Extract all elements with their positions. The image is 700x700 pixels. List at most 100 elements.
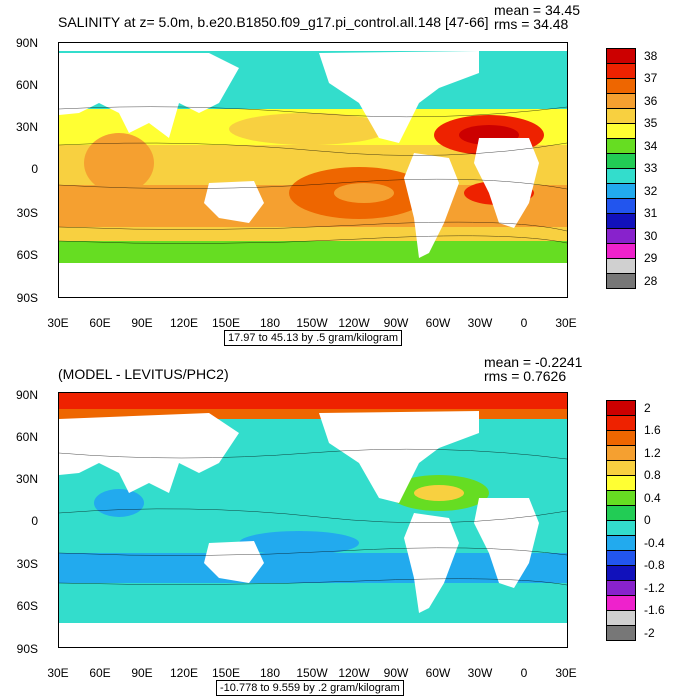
colorbar-swatch: [606, 580, 636, 596]
colorbar-swatch: [606, 213, 636, 229]
colorbar-label: -1.6: [644, 603, 665, 617]
panel2-lon-180: 180: [259, 666, 281, 680]
panel1-colorbar: 38 37 36 35 34 33 32 31 30 29 28: [606, 48, 686, 289]
colorbar-swatch: [606, 168, 636, 184]
colorbar-swatch: [606, 430, 636, 446]
colorbar-swatch: [606, 138, 636, 154]
panel1-lon-180: 180: [259, 316, 281, 330]
panel1-lat-60n: 60N: [15, 78, 38, 92]
colorbar-label: -0.4: [644, 535, 665, 550]
panel1-lon-60w: 60W: [425, 316, 451, 330]
panel2-lon-0: 0: [520, 666, 528, 680]
panel1-lat-90s: 90S: [16, 291, 38, 305]
colorbar-label: 29: [644, 251, 658, 265]
colorbar-swatch: [606, 258, 636, 274]
colorbar-label: 2: [644, 400, 651, 415]
panel2-title: (MODEL - LEVITUS/PHC2): [58, 366, 229, 382]
colorbar-swatch: [606, 505, 636, 521]
panel2-lon-60w: 60W: [425, 666, 451, 680]
colorbar-label: 0.8: [644, 468, 661, 482]
panel2-lat-90s: 90S: [16, 642, 38, 656]
colorbar-label: -1.2: [644, 580, 665, 595]
colorbar-label: 1.6: [644, 423, 661, 437]
panel1-lon-90e: 90E: [131, 316, 153, 330]
panel2-lon-90e: 90E: [131, 666, 153, 680]
colorbar-swatch: [606, 490, 636, 506]
panel1-lat-90n: 90N: [15, 36, 38, 50]
colorbar-swatch: [606, 273, 636, 289]
panel2-lat-30s: 30S: [16, 557, 38, 571]
colorbar-swatch: [606, 108, 636, 124]
panel1-lon-90w: 90W: [383, 316, 409, 330]
colorbar-swatch: [606, 93, 636, 109]
colorbar-label: 31: [644, 206, 658, 220]
panel1-lon-120w: 120W: [338, 316, 370, 330]
panel2-lat-30n: 30N: [15, 472, 38, 486]
panel2-lon-30e-end: 30E: [555, 666, 577, 680]
colorbar-swatch: [606, 625, 636, 641]
colorbar-label: 35: [644, 116, 658, 130]
panel1-lat-0: 0: [31, 162, 38, 176]
panel2-range-note: -10.778 to 9.559 by .2 gram/kilogram: [216, 680, 404, 696]
colorbar-swatch: [606, 535, 636, 551]
salinity-difference-map-canvas: [59, 393, 567, 647]
panel1-lat-30s: 30S: [16, 206, 38, 220]
landmass-australia-2: [204, 541, 264, 583]
panel2-lat-0: 0: [31, 514, 38, 528]
panel2-lon-150w: 150W: [296, 666, 328, 680]
panel1-lon-150e: 150E: [211, 316, 241, 330]
colorbar-label: 0: [644, 513, 651, 527]
colorbar-swatch: [606, 550, 636, 566]
colorbar-label: 0.4: [644, 490, 661, 505]
landmass-north-america-2: [319, 411, 479, 503]
panel1-lon-30e-end: 30E: [555, 316, 577, 330]
landmass-south-america-2: [404, 513, 459, 613]
landmass-eurasia: [59, 53, 239, 138]
panel1-lon-0: 0: [520, 316, 528, 330]
landmass-australia: [204, 181, 264, 223]
panel1-lon-120e: 120E: [169, 316, 199, 330]
colorbar-label: 33: [644, 161, 658, 175]
panel2-mean: mean = -0.2241: [484, 354, 583, 370]
salinity-map-canvas: [59, 43, 567, 297]
colorbar-swatch: [606, 445, 636, 461]
panel1-lon-60e: 60E: [89, 316, 111, 330]
panel2-lon-60e: 60E: [89, 666, 111, 680]
colorbar-label: 30: [644, 228, 658, 243]
colorbar-label: 28: [644, 273, 658, 288]
panel2-lon-120e: 120E: [169, 666, 199, 680]
panel1-range-note: 17.97 to 45.13 by .5 gram/kilogram: [224, 330, 402, 346]
panel1-lon-150w: 150W: [296, 316, 328, 330]
panel2-lat-90n: 90N: [15, 388, 38, 402]
panel1-lat-30n: 30N: [15, 120, 38, 134]
colorbar-label: -2: [644, 625, 655, 640]
colorbar-label: 1.2: [644, 445, 661, 460]
colorbar-swatch: [606, 595, 636, 611]
colorbar-label: 38: [644, 48, 658, 63]
colorbar-swatch: [606, 565, 636, 581]
colorbar-swatch: [606, 78, 636, 94]
panel1-lon-30e: 30E: [47, 316, 69, 330]
landmass-north-america: [319, 51, 479, 143]
panel2-lon-30e: 30E: [47, 666, 69, 680]
colorbar-swatch: [606, 228, 636, 244]
panel1-mean: mean = 34.45: [494, 2, 581, 18]
panel2-rms: rms = 0.7626: [484, 368, 567, 384]
colorbar-label: 37: [644, 71, 658, 85]
colorbar-swatch: [606, 63, 636, 79]
colorbar-swatch: [606, 610, 636, 626]
panel2-colorbar: 2 1.6 1.2 0.8 0.4 0 -0.4 -0.8 -1.2 -1.6 -2: [606, 400, 686, 641]
panel1-title: SALINITY at z= 5.0m, b.e20.B1850.f09_g17…: [58, 14, 489, 30]
landmass-antarctica: [59, 265, 567, 297]
colorbar-swatch: [606, 123, 636, 139]
colorbar-swatch: [606, 400, 636, 416]
colorbar-label: -0.8: [644, 558, 665, 572]
colorbar-label: 36: [644, 93, 658, 108]
panel1-rms: rms = 34.48: [494, 16, 569, 32]
colorbar-swatch: [606, 520, 636, 536]
panel2-lon-90w: 90W: [383, 666, 409, 680]
landmass-eurasia-2: [59, 413, 239, 493]
colorbar-label: 34: [644, 138, 658, 153]
colorbar-swatch: [606, 183, 636, 199]
colorbar-label: 32: [644, 183, 658, 198]
